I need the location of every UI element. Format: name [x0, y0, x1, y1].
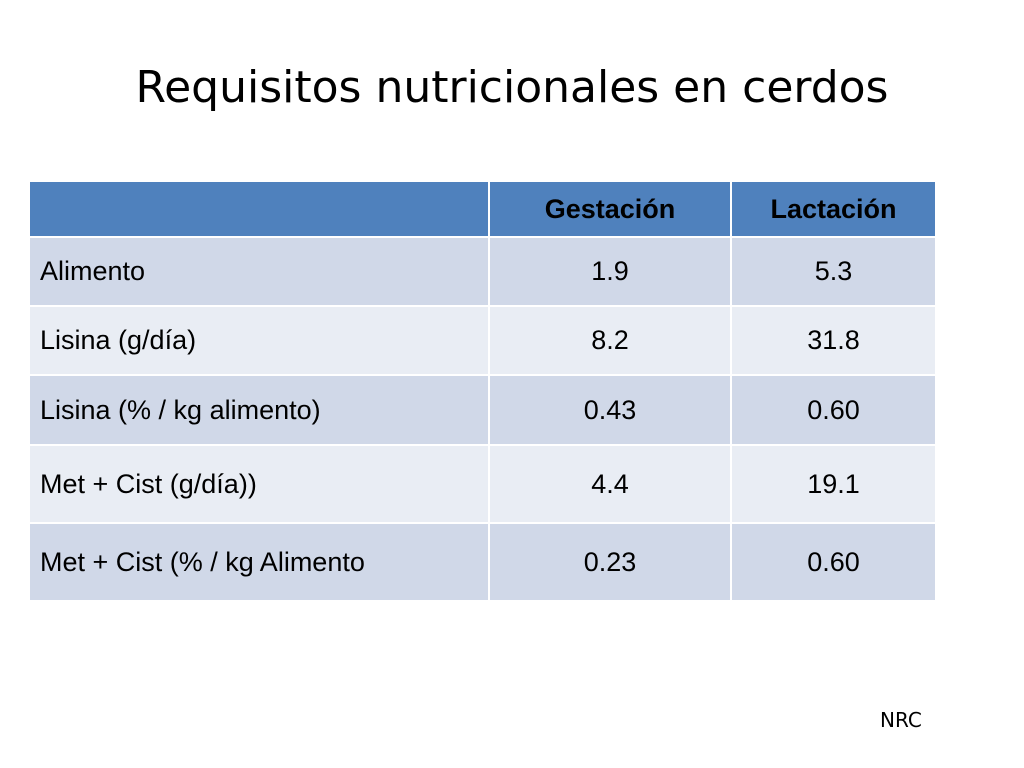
table-row: Alimento 1.9 5.3	[28, 236, 937, 307]
gestacion-value: 1.9	[488, 236, 732, 307]
table-row: Met + Cist (% / kg Alimento 0.23 0.60	[28, 522, 937, 602]
row-label: Lisina (g/día)	[28, 305, 490, 376]
gestacion-value: 4.4	[488, 444, 732, 524]
row-label: Met + Cist (g/día))	[28, 444, 490, 524]
lactacion-value: 31.8	[730, 305, 937, 376]
gestacion-value: 0.23	[488, 522, 732, 602]
row-label: Met + Cist (% / kg Alimento	[28, 522, 490, 602]
header-cell-gestacion: Gestación	[488, 180, 732, 238]
slide-title: Requisitos nutricionales en cerdos	[135, 62, 889, 113]
row-label: Alimento	[28, 236, 490, 307]
lactacion-value: 19.1	[730, 444, 937, 524]
header-cell-lactacion: Lactación	[730, 180, 937, 238]
nutrition-table: Gestación Lactación Alimento 1.9 5.3 Lis…	[28, 180, 937, 602]
lactacion-value: 0.60	[730, 374, 937, 446]
gestacion-value: 0.43	[488, 374, 732, 446]
table-row: Lisina (g/día) 8.2 31.8	[28, 305, 937, 376]
row-label: Lisina (% / kg alimento)	[28, 374, 490, 446]
lactacion-value: 5.3	[730, 236, 937, 307]
gestacion-value: 8.2	[488, 305, 732, 376]
table-row: Lisina (% / kg alimento) 0.43 0.60	[28, 374, 937, 446]
table-row: Met + Cist (g/día)) 4.4 19.1	[28, 444, 937, 524]
source-note: NRC	[880, 708, 922, 732]
table-header-row: Gestación Lactación	[28, 180, 937, 238]
lactacion-value: 0.60	[730, 522, 937, 602]
header-cell-empty	[28, 180, 490, 238]
